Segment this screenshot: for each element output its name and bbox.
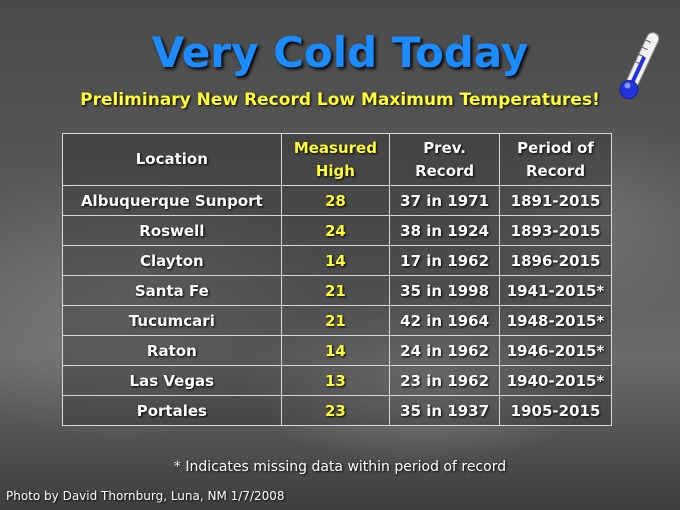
table-cell: Clayton — [62, 245, 282, 276]
photo-credit: Photo by David Thornburg, Luna, NM 1/7/2… — [6, 489, 285, 503]
column-header: Period of Record — [499, 133, 612, 186]
table-cell: 14 — [280, 245, 391, 276]
table-cell: 23 — [280, 395, 391, 426]
header-line: Record — [526, 161, 586, 180]
table-cell: 1905-2015 — [499, 395, 612, 426]
table-cell: 17 in 1962 — [389, 245, 501, 276]
header-line: Location — [135, 150, 208, 168]
records-table: Location Measured High Prev. Record Period of… — [62, 133, 612, 426]
table-row: Santa Fe 21 35 in 1998 1941-2015* — [62, 275, 612, 306]
table-row: Tucumcari 21 42 in 1964 1948-2015* — [62, 305, 612, 336]
header-line: Period of — [517, 138, 594, 157]
table-cell: 23 in 1962 — [389, 365, 501, 396]
column-header: Measured High — [280, 133, 391, 186]
table-cell: 24 — [280, 215, 391, 246]
table-cell: 24 in 1962 — [389, 335, 501, 366]
table-row: Albuquerque Sunport 28 37 in 1971 1891-2015 — [62, 185, 612, 216]
table-cell: 37 in 1971 — [389, 185, 501, 216]
column-header: Prev. Record — [389, 133, 501, 186]
footnote: * Indicates missing data within period o… — [173, 459, 507, 475]
table-cell: 1893-2015 — [499, 215, 612, 246]
table-cell: Portales — [62, 395, 282, 426]
table-cell: 1948-2015* — [499, 305, 612, 336]
table-row: Raton 14 24 in 1962 1946-2015* — [62, 335, 612, 366]
table-row: Portales 23 35 in 1937 1905-2015 — [62, 395, 612, 426]
title: Very Cold Today — [151, 28, 529, 77]
table-cell: 42 in 1964 — [389, 305, 501, 336]
thermometer-icon — [619, 32, 660, 100]
table-cell: 35 in 1937 — [389, 395, 501, 426]
table-cell: 14 — [280, 335, 391, 366]
column-header: Location — [62, 133, 282, 186]
subtitle: Preliminary New Record Low Maximum Tempe… — [80, 90, 600, 110]
table-cell: Tucumcari — [62, 305, 282, 336]
table-cell: 13 — [280, 365, 391, 396]
table-cell: 21 — [280, 275, 391, 306]
table-cell: Las Vegas — [62, 365, 282, 396]
table-cell: Raton — [62, 335, 282, 366]
table-cell: 1940-2015* — [499, 365, 612, 396]
table-cell: Santa Fe — [62, 275, 282, 306]
table-cell: 35 in 1998 — [389, 275, 501, 306]
table-row: Roswell 24 38 in 1924 1893-2015 — [62, 215, 612, 246]
table-cell: 1896-2015 — [499, 245, 612, 276]
table-cell: 28 — [280, 185, 391, 216]
header-line: Prev. — [423, 138, 467, 157]
table-cell: 1891-2015 — [499, 185, 612, 216]
table-cell: Albuquerque Sunport — [62, 185, 282, 216]
header-line: High — [315, 161, 355, 180]
header-line: Record — [415, 161, 475, 180]
table-row: Clayton 14 17 in 1962 1896-2015 — [62, 245, 612, 276]
table-cell: 21 — [280, 305, 391, 336]
table-cell: 1946-2015* — [499, 335, 612, 366]
table-cell: Roswell — [62, 215, 282, 246]
table-row: Las Vegas 13 23 in 1962 1940-2015* — [62, 365, 612, 396]
header-line: Measured — [293, 138, 377, 157]
table-cell: 1941-2015* — [499, 275, 612, 306]
table-cell: 38 in 1924 — [389, 215, 501, 246]
